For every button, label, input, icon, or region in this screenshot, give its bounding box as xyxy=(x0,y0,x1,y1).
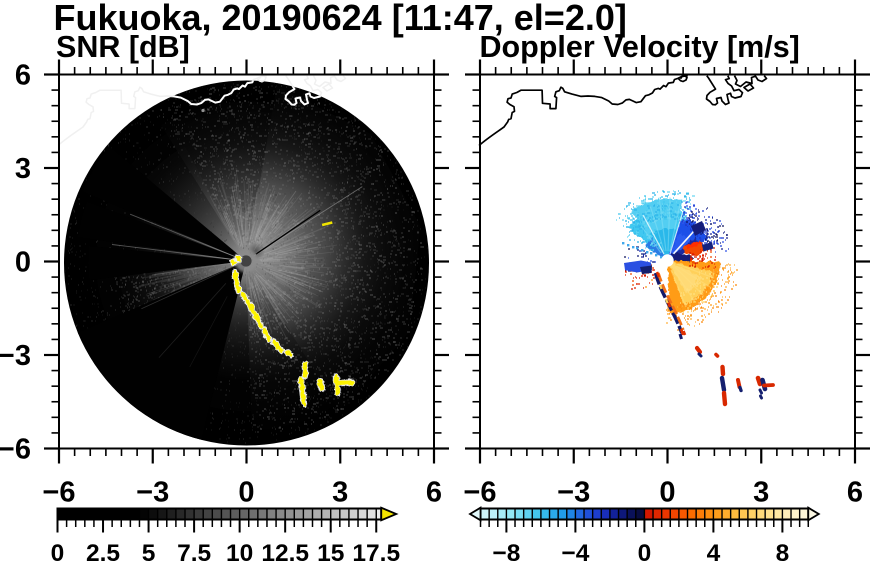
svg-text:6: 6 xyxy=(426,477,442,509)
svg-text:SNR [dB]: SNR [dB] xyxy=(56,30,190,64)
svg-text:0: 0 xyxy=(15,247,31,279)
svg-text:3: 3 xyxy=(753,477,769,509)
svg-text:−4: −4 xyxy=(561,540,589,567)
svg-text:−3: −3 xyxy=(136,477,169,509)
svg-text:0: 0 xyxy=(638,540,652,567)
svg-text:10: 10 xyxy=(226,540,253,567)
svg-text:Doppler Velocity [m/s]: Doppler Velocity [m/s] xyxy=(480,30,800,64)
svg-text:−3: −3 xyxy=(557,477,590,509)
svg-text:2.5: 2.5 xyxy=(86,540,120,567)
svg-text:17.5: 17.5 xyxy=(352,540,400,567)
svg-text:3: 3 xyxy=(15,153,31,185)
svg-text:0: 0 xyxy=(51,540,65,567)
svg-text:−6: −6 xyxy=(42,477,75,509)
svg-text:0: 0 xyxy=(659,477,675,509)
svg-text:−6: −6 xyxy=(463,477,496,509)
svg-text:5: 5 xyxy=(142,540,156,567)
svg-text:8: 8 xyxy=(776,540,790,567)
svg-text:0: 0 xyxy=(238,477,254,509)
svg-text:−3: −3 xyxy=(0,340,31,372)
svg-text:Fukuoka, 20190624 [11:47, el=2: Fukuoka, 20190624 [11:47, el=2.0] xyxy=(54,0,627,38)
svg-text:15: 15 xyxy=(317,540,344,567)
svg-text:−8: −8 xyxy=(492,540,520,567)
svg-text:−6: −6 xyxy=(0,434,31,466)
svg-text:12.5: 12.5 xyxy=(261,540,309,567)
svg-text:4: 4 xyxy=(707,540,721,567)
svg-text:3: 3 xyxy=(332,477,348,509)
svg-text:7.5: 7.5 xyxy=(177,540,211,567)
svg-text:6: 6 xyxy=(847,477,863,509)
svg-text:6: 6 xyxy=(15,60,31,92)
